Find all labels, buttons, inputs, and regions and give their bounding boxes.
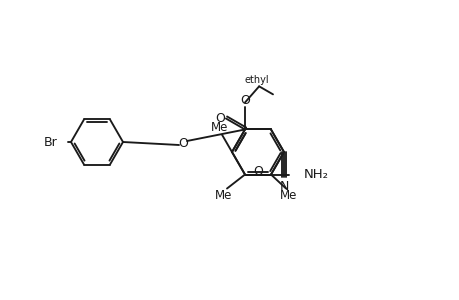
Text: O: O <box>214 112 224 125</box>
Text: Me: Me <box>215 189 232 202</box>
Text: NH₂: NH₂ <box>303 168 328 181</box>
Text: O: O <box>252 165 262 178</box>
Text: O: O <box>178 136 188 149</box>
Text: O: O <box>240 94 249 107</box>
Text: ethyl: ethyl <box>244 75 269 85</box>
Text: N: N <box>279 181 288 194</box>
Text: Me: Me <box>280 189 297 202</box>
Text: Br: Br <box>44 136 58 148</box>
Text: Me: Me <box>211 121 228 134</box>
